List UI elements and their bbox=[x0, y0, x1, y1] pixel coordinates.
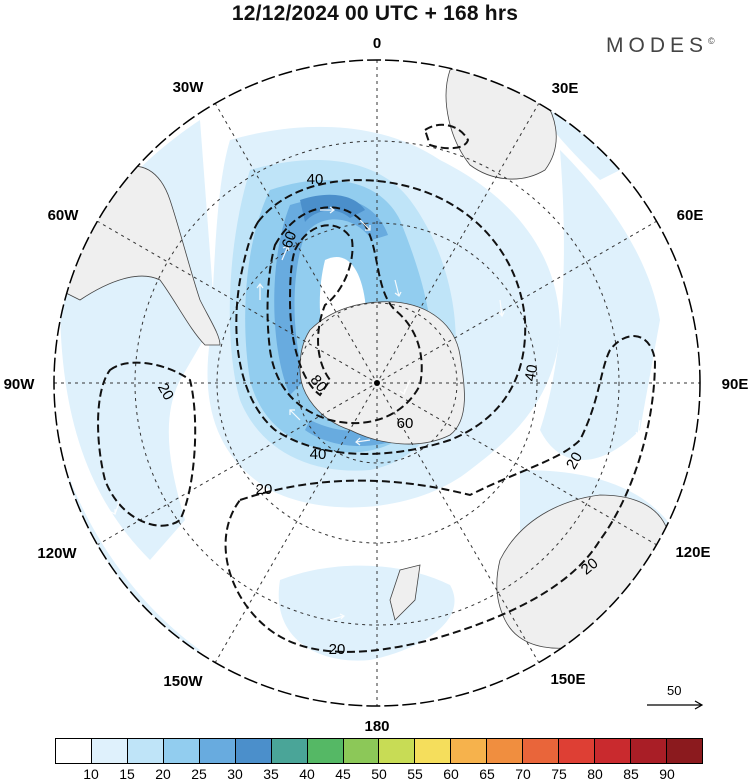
lon-label-30w: 30W bbox=[173, 79, 205, 96]
lon-label-150w: 150W bbox=[163, 673, 203, 690]
lon-label-180: 180 bbox=[364, 718, 389, 735]
contour-40 bbox=[235, 179, 527, 455]
colorbar-tick-label: 80 bbox=[587, 766, 603, 782]
lon-label-60w: 60W bbox=[48, 207, 80, 224]
colorbar-tick-label: 25 bbox=[191, 766, 207, 782]
colorbar-swatch bbox=[631, 739, 667, 763]
polar-map: 0 30E 60E 90E 120E 150E 180 150W 120W 90… bbox=[4, 35, 749, 735]
colorbar-tick-label: 65 bbox=[479, 766, 495, 782]
contour-20-west bbox=[97, 361, 197, 527]
colorbar-swatch bbox=[127, 739, 164, 763]
colorbar-swatch bbox=[163, 739, 200, 763]
contour-20-northeast bbox=[423, 123, 470, 150]
contour-label-20-east: 20 bbox=[563, 449, 586, 472]
colorbar-swatch bbox=[199, 739, 236, 763]
colorbar-tick-label: 90 bbox=[659, 766, 675, 782]
colorbar-ticks: 10 15 20 25 30 35 40 45 50 55 60 65 70 75 80 85 90 bbox=[55, 766, 703, 782]
map-boundary bbox=[53, 59, 701, 707]
lon-label-90e: 90E bbox=[722, 376, 749, 393]
contour-label-40-south: 40 bbox=[310, 446, 327, 463]
contour-label-60-north: 60 bbox=[279, 229, 301, 250]
colorbar-tick-label: 15 bbox=[119, 766, 135, 782]
lon-label-90w: 90W bbox=[4, 376, 36, 393]
colorbar-tick-label: 45 bbox=[335, 766, 351, 782]
reference-arrow-icon bbox=[647, 700, 704, 710]
new-zealand bbox=[389, 564, 421, 621]
colorbar-swatch bbox=[91, 739, 128, 763]
colorbar-swatch bbox=[379, 739, 416, 763]
colorbar-swatch bbox=[307, 739, 344, 763]
contour-label-20-south: 20 bbox=[256, 481, 273, 498]
colorbar-tick-label: 10 bbox=[83, 766, 99, 782]
colorbar-swatch bbox=[343, 739, 380, 763]
lon-label-60e: 60E bbox=[677, 207, 704, 224]
colorbar-tick-label: 35 bbox=[263, 766, 279, 782]
colorbar-tick-label: 60 bbox=[443, 766, 459, 782]
colorbar-tick-label: 70 bbox=[515, 766, 531, 782]
pole-marker bbox=[374, 380, 380, 386]
colorbar-swatch bbox=[235, 739, 272, 763]
contour-label-40-east: 40 bbox=[522, 363, 542, 382]
colorbar-swatch bbox=[487, 739, 524, 763]
contour-label-20-southwest: 20 bbox=[329, 641, 346, 658]
colorbar-swatch bbox=[56, 739, 92, 763]
colorbar-swatch bbox=[595, 739, 631, 763]
colorbar-swatch bbox=[415, 739, 452, 763]
colorbar bbox=[55, 738, 703, 764]
reference-vector-label: 50 bbox=[667, 683, 682, 698]
lon-label-30e: 30E bbox=[552, 80, 579, 97]
colorbar-tick-label: 55 bbox=[407, 766, 423, 782]
colorbar-tick-label: 20 bbox=[155, 766, 171, 782]
lon-label-150e: 150E bbox=[550, 671, 585, 688]
colorbar-tick-label: 75 bbox=[551, 766, 567, 782]
contour-20-main bbox=[224, 335, 657, 653]
colorbar-swatch bbox=[271, 739, 308, 763]
map-title: 12/12/2024 00 UTC + 168 hrs bbox=[231, 2, 519, 25]
brand-logo: MODES© bbox=[606, 34, 715, 57]
reference-vector: 50 bbox=[645, 683, 705, 713]
colorbar-tick-label: 30 bbox=[227, 766, 243, 782]
lon-label-0: 0 bbox=[373, 35, 381, 52]
colorbar-swatch bbox=[666, 739, 702, 763]
africa bbox=[445, 65, 557, 180]
contour-80 bbox=[288, 224, 354, 397]
lon-label-120w: 120W bbox=[37, 545, 77, 562]
colorbar-swatch bbox=[559, 739, 596, 763]
antarctica bbox=[299, 301, 465, 445]
colorbar-tick-label: 85 bbox=[623, 766, 639, 782]
colorbar-tick-label: 40 bbox=[299, 766, 315, 782]
colorbar-tick-label: 50 bbox=[371, 766, 387, 782]
contour-label-60-south: 60 bbox=[397, 415, 414, 432]
colorbar-swatch bbox=[451, 739, 488, 763]
lon-label-120e: 120E bbox=[675, 544, 710, 561]
wind-arrows bbox=[110, 206, 642, 621]
contour-label-20-west: 20 bbox=[154, 380, 177, 403]
colorbar-swatch bbox=[523, 739, 560, 763]
contour-label-40-north: 40 bbox=[307, 171, 324, 188]
